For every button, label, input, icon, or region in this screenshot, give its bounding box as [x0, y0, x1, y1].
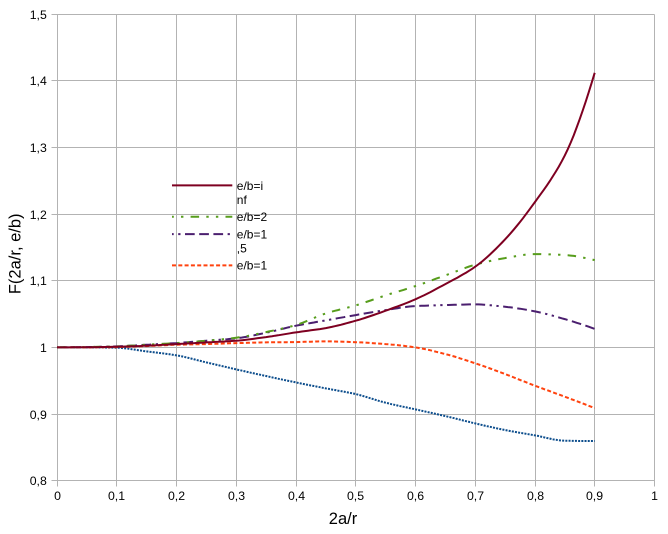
svg-text:0,3: 0,3 [228, 489, 245, 503]
svg-text:0,8: 0,8 [527, 489, 544, 503]
svg-text:1,1: 1,1 [30, 274, 47, 288]
svg-text:0,2: 0,2 [168, 489, 185, 503]
svg-text:0,9: 0,9 [30, 408, 47, 422]
svg-text:0,7: 0,7 [467, 489, 484, 503]
svg-text:e/b=2: e/b=2 [237, 210, 268, 224]
svg-text:0,4: 0,4 [288, 489, 305, 503]
svg-text:F(2a/r, e/b): F(2a/r, e/b) [7, 213, 25, 294]
svg-text:2a/r: 2a/r [329, 510, 358, 528]
svg-text:e/b=1: e/b=1 [237, 227, 268, 241]
svg-text:1: 1 [651, 489, 658, 503]
svg-text:1: 1 [40, 341, 47, 355]
svg-text:1,2: 1,2 [30, 208, 47, 222]
svg-text:e/b=i: e/b=i [237, 179, 263, 193]
svg-text:0,9: 0,9 [586, 489, 603, 503]
svg-text:0: 0 [54, 489, 61, 503]
svg-text:0,6: 0,6 [407, 489, 424, 503]
svg-text:1,5: 1,5 [30, 8, 47, 22]
svg-text:0,5: 0,5 [347, 489, 364, 503]
svg-text:1,3: 1,3 [30, 141, 47, 155]
svg-text:nf: nf [237, 193, 248, 207]
svg-text:,5: ,5 [237, 241, 247, 255]
svg-text:0,1: 0,1 [108, 489, 125, 503]
svg-text:0,8: 0,8 [30, 474, 47, 488]
svg-text:e/b=1: e/b=1 [237, 259, 268, 273]
svg-text:1,4: 1,4 [30, 74, 47, 88]
